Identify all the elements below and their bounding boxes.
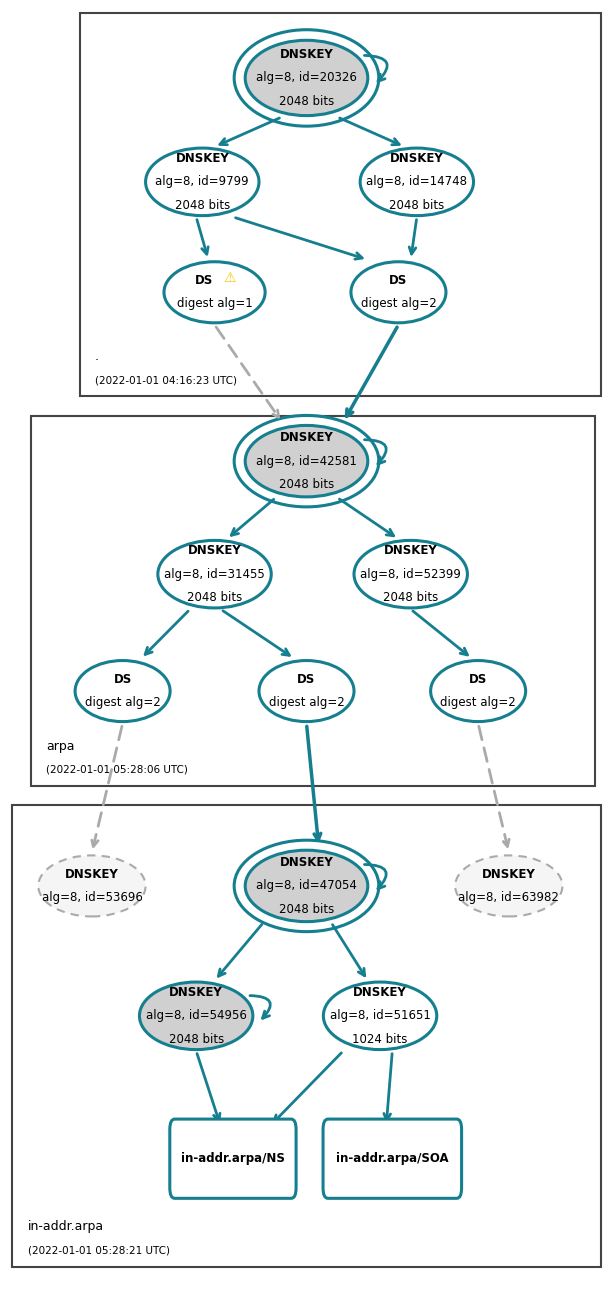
Text: 2048 bits: 2048 bits	[175, 199, 230, 212]
Text: alg=8, id=42581: alg=8, id=42581	[256, 455, 357, 468]
Text: alg=8, id=47054: alg=8, id=47054	[256, 879, 357, 892]
Text: (2022-01-01 04:16:23 UTC): (2022-01-01 04:16:23 UTC)	[95, 375, 237, 386]
Ellipse shape	[354, 540, 468, 608]
Ellipse shape	[245, 426, 368, 496]
Text: DNSKEY: DNSKEY	[169, 986, 223, 999]
Text: DNSKEY: DNSKEY	[390, 152, 444, 165]
Text: .: .	[95, 349, 99, 362]
Ellipse shape	[139, 982, 253, 1050]
Text: DNSKEY: DNSKEY	[482, 868, 536, 881]
Text: DNSKEY: DNSKEY	[280, 856, 333, 869]
Text: DNSKEY: DNSKEY	[175, 152, 229, 165]
Text: DNSKEY: DNSKEY	[353, 986, 407, 999]
Text: alg=8, id=31455: alg=8, id=31455	[164, 568, 265, 581]
Text: DS: DS	[389, 274, 408, 287]
Ellipse shape	[259, 661, 354, 722]
Text: arpa: arpa	[46, 739, 74, 752]
Text: DS: DS	[194, 274, 213, 287]
Text: 2048 bits: 2048 bits	[383, 591, 438, 604]
FancyBboxPatch shape	[323, 1120, 462, 1198]
Ellipse shape	[38, 856, 146, 917]
Text: 2048 bits: 2048 bits	[279, 903, 334, 916]
Text: digest alg=2: digest alg=2	[360, 297, 436, 310]
Text: 2048 bits: 2048 bits	[389, 199, 444, 212]
Ellipse shape	[360, 148, 474, 216]
Text: alg=8, id=20326: alg=8, id=20326	[256, 71, 357, 84]
Text: digest alg=2: digest alg=2	[268, 696, 345, 709]
Text: alg=8, id=51651: alg=8, id=51651	[330, 1009, 430, 1022]
Text: alg=8, id=54956: alg=8, id=54956	[146, 1009, 246, 1022]
FancyBboxPatch shape	[170, 1120, 296, 1198]
Ellipse shape	[431, 661, 526, 722]
Bar	[31, 416, 595, 786]
Ellipse shape	[245, 851, 368, 922]
Ellipse shape	[351, 262, 446, 323]
Text: alg=8, id=52399: alg=8, id=52399	[360, 568, 461, 581]
Text: ⚠: ⚠	[224, 271, 236, 284]
Ellipse shape	[158, 540, 272, 608]
Text: DNSKEY: DNSKEY	[280, 431, 333, 444]
Text: in-addr.arpa: in-addr.arpa	[28, 1220, 104, 1233]
Ellipse shape	[164, 262, 265, 323]
Text: in-addr.arpa/NS: in-addr.arpa/NS	[181, 1152, 285, 1165]
Text: DNSKEY: DNSKEY	[384, 544, 438, 557]
Text: alg=8, id=14748: alg=8, id=14748	[367, 175, 467, 188]
Text: alg=8, id=9799: alg=8, id=9799	[156, 175, 249, 188]
Text: 2048 bits: 2048 bits	[169, 1033, 224, 1046]
Text: 1024 bits: 1024 bits	[352, 1033, 408, 1046]
Text: DNSKEY: DNSKEY	[280, 48, 333, 61]
Text: alg=8, id=53696: alg=8, id=53696	[42, 891, 142, 904]
Text: 2048 bits: 2048 bits	[279, 95, 334, 108]
Text: DS: DS	[297, 673, 316, 686]
Ellipse shape	[455, 856, 563, 917]
Text: DS: DS	[113, 673, 132, 686]
Bar	[12, 805, 601, 1267]
Text: digest alg=2: digest alg=2	[440, 696, 516, 709]
Ellipse shape	[75, 661, 170, 722]
Text: DS: DS	[469, 673, 487, 686]
Text: alg=8, id=63982: alg=8, id=63982	[459, 891, 559, 904]
Ellipse shape	[146, 148, 259, 216]
Text: 2048 bits: 2048 bits	[187, 591, 242, 604]
Text: DNSKEY: DNSKEY	[65, 868, 119, 881]
Text: digest alg=2: digest alg=2	[85, 696, 161, 709]
Bar	[80, 13, 601, 396]
Ellipse shape	[245, 40, 368, 116]
Text: (2022-01-01 05:28:06 UTC): (2022-01-01 05:28:06 UTC)	[46, 765, 188, 776]
Ellipse shape	[324, 982, 437, 1050]
Text: digest alg=1: digest alg=1	[177, 297, 253, 310]
Text: in-addr.arpa/SOA: in-addr.arpa/SOA	[336, 1152, 449, 1165]
Text: (2022-01-01 05:28:21 UTC): (2022-01-01 05:28:21 UTC)	[28, 1246, 170, 1256]
Text: DNSKEY: DNSKEY	[188, 544, 242, 557]
Text: 2048 bits: 2048 bits	[279, 478, 334, 491]
